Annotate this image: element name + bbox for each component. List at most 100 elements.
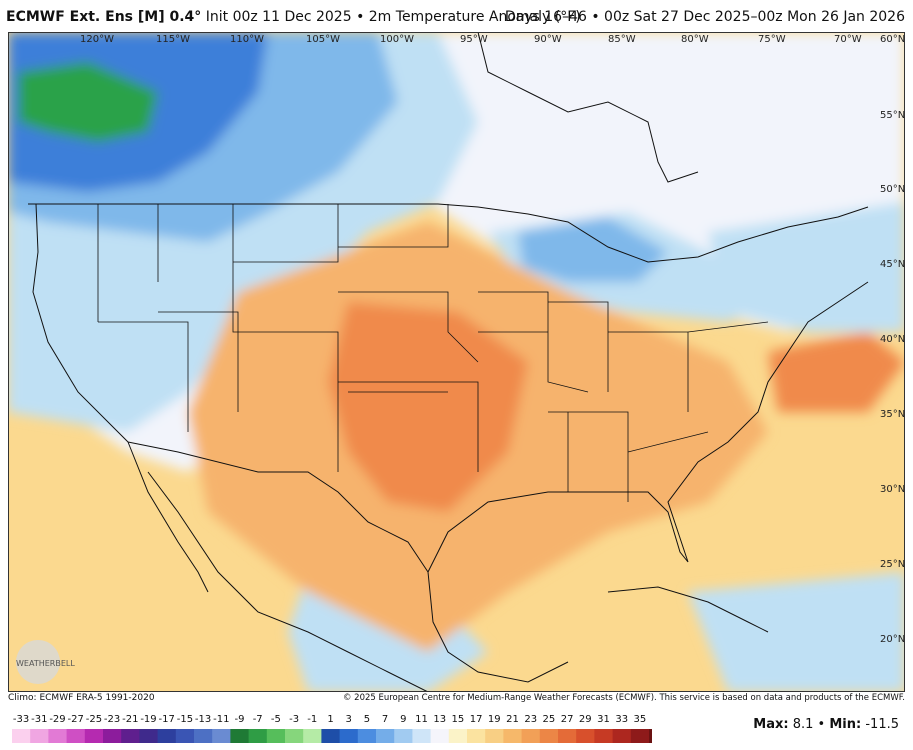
colorbar-swatches [12, 729, 652, 743]
colorbar-swatch [630, 729, 650, 743]
colorbar-tick-label: -9 [235, 714, 245, 725]
colorbar-swatch [66, 729, 86, 743]
colorbar-swatch [376, 729, 395, 743]
anomaly-warm-atlantic [768, 332, 905, 412]
colorbar-swatch [576, 729, 595, 743]
colorbar-swatch [539, 729, 559, 743]
colorbar-tick-label: -17 [159, 714, 175, 725]
colorbar-tick-label: 21 [506, 714, 519, 725]
map-title: ECMWF Ext. Ens [M] 0.4° Init 00z 11 Dec … [6, 9, 581, 25]
weatherbell-logo: WEATHERBELL [16, 640, 75, 684]
colorbar-swatch [339, 729, 359, 743]
colorbar-tick-label: 19 [488, 714, 501, 725]
colorbar-tick-label: 17 [470, 714, 483, 725]
lat-label: 30°N [880, 484, 905, 495]
colorbar-swatch [121, 729, 140, 743]
lon-label: 110°W [230, 34, 264, 45]
lat-label: 55°N [880, 110, 905, 121]
lat-label: 25°N [880, 559, 905, 570]
stats-separator: • [817, 717, 826, 732]
anomaly-cold-caribbean [688, 572, 905, 692]
colorbar-swatch [649, 729, 652, 743]
climo-text: Climo: ECMWF ERA-5 1991-2020 [8, 693, 155, 703]
cuba-outline [607, 586, 769, 633]
colorbar-swatch [485, 729, 504, 743]
colorbar: -33 -31 -29 -27 -25 -23 -21 -19 -17 -15 -13 -11 -9 -7… [12, 714, 652, 743]
colorbar-tick-label: -1 [307, 714, 317, 725]
colorbar-tick-label: 11 [415, 714, 428, 725]
colorbar-swatch [266, 729, 286, 743]
colorbar-swatch [394, 729, 413, 743]
anomaly-extreme-cold-rockies [18, 62, 158, 142]
colorbar-swatch [285, 729, 304, 743]
colorbar-tick-label: 23 [524, 714, 537, 725]
max-label: Max: [753, 717, 789, 732]
lat-label: 45°N [880, 259, 905, 270]
init-text: Init 00z 11 Dec 2025 • 2m Temperature An… [205, 9, 581, 25]
colorbar-tick-label: 27 [561, 714, 574, 725]
max-value: 8.1 [792, 717, 814, 732]
colorbar-tick-label: -3 [289, 714, 299, 725]
colorbar-tick-label: -19 [140, 714, 156, 725]
temperature-anomaly-map: 120°W 115°W 110°W 105°W 100°W 95°W 90°W … [8, 32, 905, 692]
lon-label: 100°W [380, 34, 414, 45]
colorbar-tick-label: -25 [86, 714, 102, 725]
lat-label: 40°N [880, 334, 905, 345]
colorbar-tick-label: 3 [346, 714, 352, 725]
colorbar-swatch [139, 729, 159, 743]
colorbar-swatch [357, 729, 377, 743]
map-header: ECMWF Ext. Ens [M] 0.4° Init 00z 11 Dec … [0, 0, 913, 32]
latitude-labels: 60°N 55°N 50°N 45°N 40°N 35°N 30°N 25°N … [880, 34, 905, 645]
colorbar-swatch [48, 729, 68, 743]
colorbar-tick-label: 13 [433, 714, 446, 725]
colorbar-swatch [248, 729, 268, 743]
baja-peninsula [127, 441, 209, 593]
gulf-coast [427, 281, 869, 573]
us-mexico-border [127, 441, 429, 573]
lon-label: 70°W [834, 34, 862, 45]
colorbar-swatch [12, 729, 31, 743]
colorbar-tick-label: 5 [364, 714, 370, 725]
lat-label: 35°N [880, 409, 905, 420]
colorbar-tick-label: -15 [177, 714, 193, 725]
colorbar-swatch [558, 729, 577, 743]
us-west-coast [32, 203, 129, 443]
colorbar-tick-label: 9 [400, 714, 406, 725]
colorbar-tick-label: -11 [213, 714, 229, 725]
colorbar-tick-label: 31 [597, 714, 610, 725]
colorbar-swatch [157, 729, 177, 743]
colorbar-swatch [84, 729, 104, 743]
anomaly-moderate-cold-great-lakes [518, 217, 668, 282]
hudson-bay-coast [477, 32, 699, 183]
colorbar-tick-label: -27 [68, 714, 84, 725]
model-name: ECMWF Ext. Ens [M] 0.4 [6, 9, 195, 25]
state-lines [97, 204, 769, 502]
colorbar-tick-label: -31 [31, 714, 47, 725]
degree-sign: ° [194, 9, 202, 25]
copyright-text: © 2025 European Centre for Medium-Range … [342, 693, 905, 703]
lon-label: 90°W [534, 34, 562, 45]
lon-label: 105°W [306, 34, 340, 45]
colorbar-swatch [30, 729, 49, 743]
colorbar-swatch [430, 729, 450, 743]
colorbar-tick-label: -7 [253, 714, 263, 725]
max-min-stats: Max: 8.1 • Min: -11.5 [753, 717, 899, 732]
colorbar-tick-label: -13 [195, 714, 211, 725]
lon-label: 115°W [156, 34, 190, 45]
colorbar-tick-label: -29 [49, 714, 65, 725]
colorbar-tick-label: 7 [382, 714, 388, 725]
logo-text: WEATHERBELL [16, 659, 75, 668]
colorbar-swatch [503, 729, 523, 743]
colorbar-tick-label: 25 [543, 714, 556, 725]
lat-label: 60°N [880, 34, 905, 45]
colorbar-swatch [612, 729, 632, 743]
mexico-outline [147, 471, 569, 692]
min-label: Min: [829, 717, 862, 732]
colorbar-tick-label: 1 [327, 714, 333, 725]
colorbar-swatch [303, 729, 322, 743]
us-canada-border [28, 203, 869, 263]
colorbar-tick-label: 35 [634, 714, 647, 725]
lon-label: 80°W [681, 34, 709, 45]
colorbar-tick-label: -23 [104, 714, 120, 725]
lat-label: 20°N [880, 634, 905, 645]
